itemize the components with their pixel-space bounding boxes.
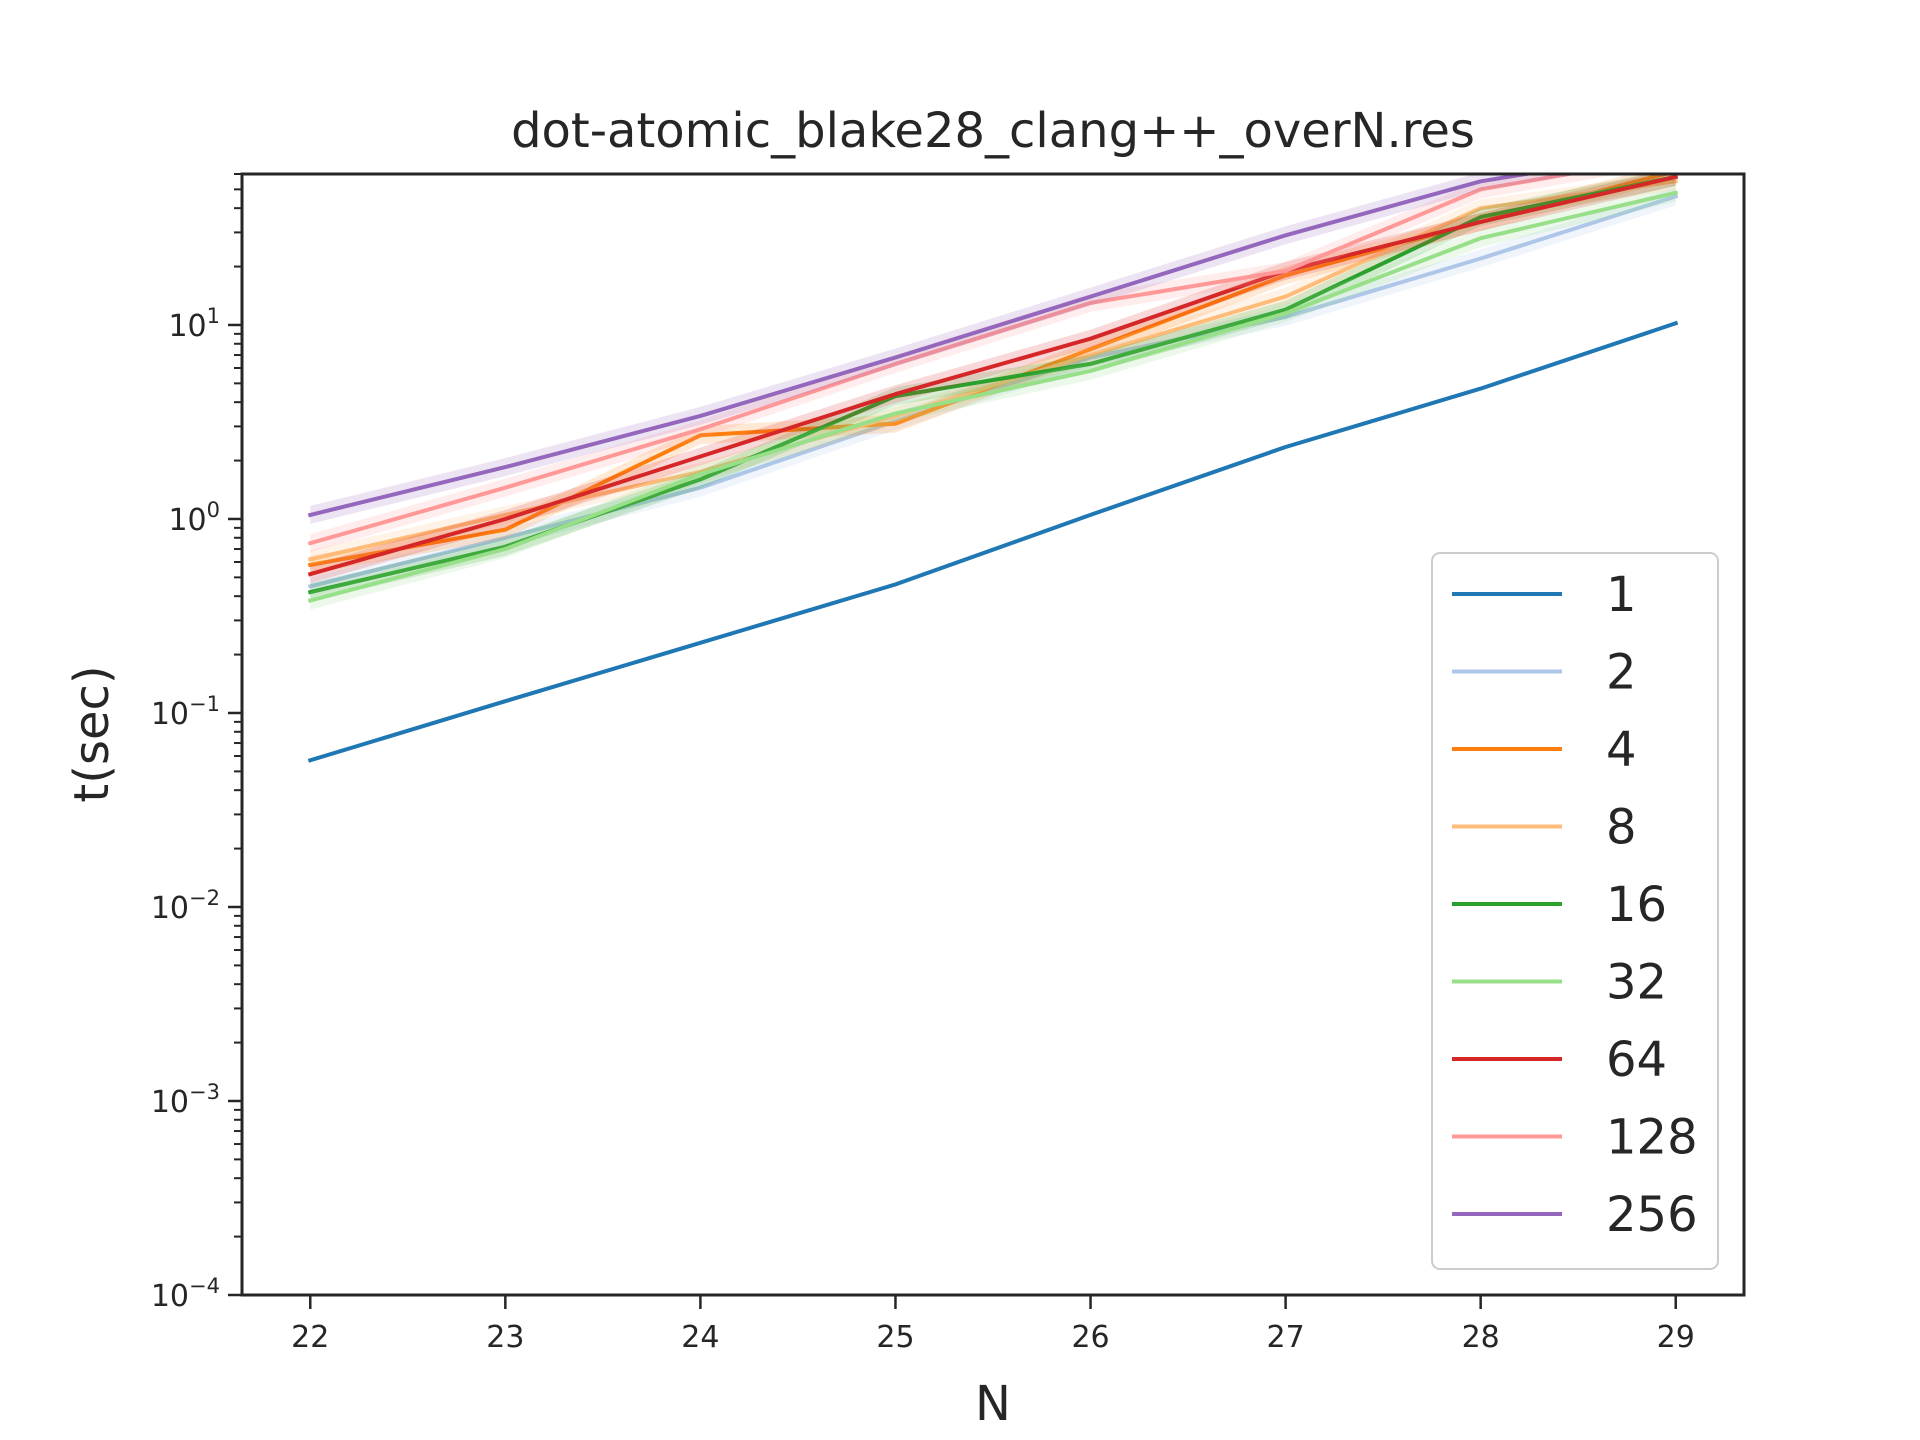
series-line-32 <box>307 190 1679 603</box>
series-line-128 <box>307 174 1581 546</box>
series-line-1 <box>307 320 1679 763</box>
legend-label-64: 64 <box>1606 1032 1667 1088</box>
x-tick-label: 23 <box>486 1320 524 1355</box>
x-tick-label: 25 <box>876 1320 914 1355</box>
legend: 1 2 4 8 16 32 64 128 256 <box>1431 552 1719 1270</box>
x-tick-label: 27 <box>1267 1320 1305 1355</box>
plot-frame <box>240 172 1746 1297</box>
legend-label-256: 256 <box>1606 1187 1698 1243</box>
x-tick-label: 26 <box>1071 1320 1109 1355</box>
legend-frame <box>1431 552 1719 1270</box>
series-line-64 <box>307 174 1679 577</box>
x-axis-ticks: 22 23 24 25 26 27 28 29 <box>291 1295 1695 1355</box>
series-band-32 <box>310 183 1676 610</box>
chart-title: dot-atomic_blake28_clang++_overN.res <box>511 103 1475 159</box>
x-tick-label: 24 <box>681 1320 719 1355</box>
x-axis-label: N <box>975 1376 1011 1432</box>
series-line-2 <box>307 193 1679 589</box>
legend-entries: 1 2 4 8 16 32 64 128 256 <box>1452 567 1698 1243</box>
y-axis-label: t(sec) <box>64 665 120 802</box>
y-tick-label: 100 <box>168 498 220 538</box>
y-tick-label: 10−4 <box>151 1274 220 1314</box>
y-axis-ticks: 10−4 10−3 10−2 10−1 100 101 <box>151 173 242 1314</box>
legend-label-1: 1 <box>1606 567 1637 623</box>
y-tick-label: 10−1 <box>151 692 220 732</box>
x-tick-label: 22 <box>291 1320 329 1355</box>
series-band-64 <box>310 174 1676 584</box>
legend-label-128: 128 <box>1606 1110 1698 1166</box>
y-tick-label: 10−3 <box>151 1080 220 1120</box>
legend-label-16: 16 <box>1606 877 1667 933</box>
y-tick-label: 10−2 <box>151 886 220 926</box>
legend-label-32: 32 <box>1606 955 1667 1011</box>
y-tick-label: 101 <box>168 304 220 344</box>
x-tick-label: 28 <box>1462 1320 1500 1355</box>
series-line-256 <box>307 174 1539 518</box>
x-tick-label: 29 <box>1657 1320 1695 1355</box>
legend-label-8: 8 <box>1606 800 1637 856</box>
series-layer <box>307 174 1679 763</box>
legend-label-2: 2 <box>1606 645 1637 701</box>
legend-label-4: 4 <box>1606 722 1637 778</box>
